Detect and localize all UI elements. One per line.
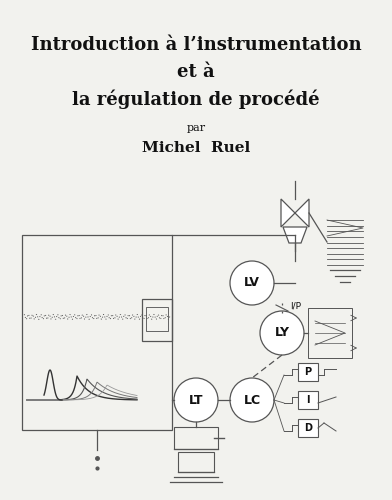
Text: P: P: [305, 367, 312, 377]
Bar: [298, 363, 318, 381]
Text: Michel  Ruel: Michel Ruel: [142, 141, 250, 155]
Circle shape: [230, 261, 274, 305]
Polygon shape: [281, 199, 295, 227]
Text: LC: LC: [243, 394, 261, 406]
Text: LV: LV: [244, 276, 260, 289]
Circle shape: [174, 378, 218, 422]
Text: D: D: [304, 423, 312, 433]
Text: LT: LT: [189, 394, 203, 406]
Bar: [178, 452, 214, 472]
Polygon shape: [295, 199, 309, 227]
Text: I/P: I/P: [290, 302, 301, 310]
Text: I: I: [306, 395, 310, 405]
Text: et à: et à: [177, 63, 215, 81]
Bar: [146, 307, 168, 331]
Circle shape: [260, 311, 304, 355]
Bar: [22, 235, 172, 430]
Bar: [308, 308, 352, 358]
Text: Introduction à l’instrumentation: Introduction à l’instrumentation: [31, 36, 361, 54]
Circle shape: [230, 378, 274, 422]
Bar: [174, 427, 218, 449]
Bar: [142, 299, 172, 341]
Bar: [298, 419, 318, 437]
Text: LY: LY: [274, 326, 290, 340]
Bar: [298, 391, 318, 409]
Text: la régulation de procédé: la régulation de procédé: [72, 89, 320, 109]
Text: par: par: [187, 123, 205, 133]
Polygon shape: [283, 227, 307, 243]
